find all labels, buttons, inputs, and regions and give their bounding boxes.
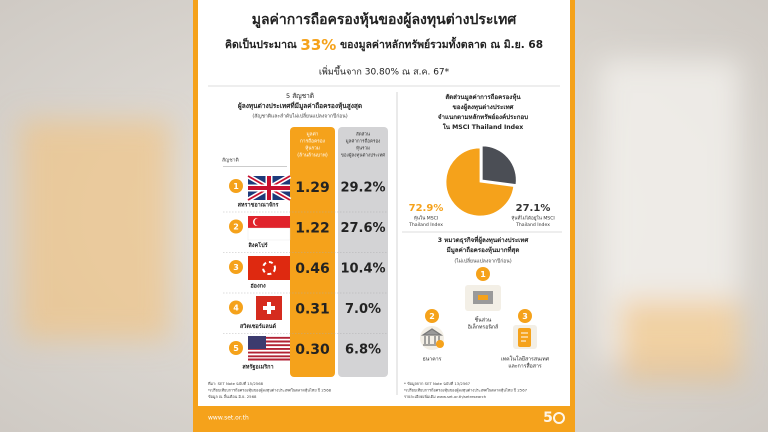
column-header: หุ้นรวม bbox=[305, 145, 320, 152]
sector-name: อิเล็กทรอนิกส์ bbox=[468, 323, 499, 331]
rank-badge bbox=[518, 309, 532, 323]
msci-title: ใน MSCI Thailand Index bbox=[443, 123, 524, 131]
footnote: ที่มา: SET Note ฉบับที่ 15/2568 bbox=[208, 381, 264, 386]
background-blobs bbox=[20, 60, 740, 380]
column-header: หุ้นรวม bbox=[356, 146, 370, 152]
pie-category: Thailand Index bbox=[515, 222, 550, 228]
pie-value-label: 27.1% bbox=[516, 203, 551, 214]
rank: 3 bbox=[522, 312, 528, 321]
pie-category: หุ้นใน MSCI bbox=[414, 216, 438, 222]
sector-icons bbox=[420, 285, 537, 350]
holding-share: 27.6% bbox=[340, 221, 385, 236]
flag-hk bbox=[248, 256, 290, 280]
sector-name: และการสื่อสาร bbox=[508, 363, 542, 370]
footnote: *เปรียบเทียบการถือครองหุ้นของผู้ลงทุนต่า… bbox=[208, 388, 332, 394]
column-header: การถือครอง bbox=[300, 138, 325, 145]
nationality: สิงคโปร์ bbox=[248, 241, 268, 249]
section-title: 5 สัญชาติ bbox=[286, 92, 314, 100]
subtitle-highlight: 33% bbox=[300, 36, 336, 54]
column-header: มูลค่า bbox=[306, 132, 318, 138]
subtitle: คิดเป็นประมาณ 33% ของมูลค่าหลักทรัพย์รวม… bbox=[225, 36, 543, 54]
rank-badge bbox=[229, 219, 243, 234]
nationality: สหราชอาณาจักร bbox=[238, 202, 279, 209]
column-header: สัดส่วน bbox=[356, 132, 370, 138]
rank: 1 bbox=[233, 182, 239, 191]
holding-value: 1.29 bbox=[295, 180, 330, 196]
rank: 1 bbox=[480, 270, 486, 279]
footnote: * ข้อมูลจาก SET Note ฉบับที่ 13/2567 bbox=[404, 381, 471, 386]
sector-name: ธนาคาร bbox=[423, 357, 442, 363]
holding-value: 1.22 bbox=[295, 221, 330, 237]
subtitle-part: คิดเป็นประมาณ bbox=[225, 37, 300, 51]
column-header: ของผู้ลงทุนต่างประเทศ bbox=[341, 153, 385, 159]
flag-ch bbox=[256, 296, 282, 320]
svg-text:5: 5 bbox=[543, 410, 553, 426]
flags bbox=[246, 173, 292, 361]
rank: 2 bbox=[233, 223, 239, 232]
rank: 5 bbox=[233, 344, 239, 353]
sector-name: ชิ้นส่วน bbox=[475, 316, 492, 324]
sector-name: เทคโนโลยีสารสนเทศ bbox=[501, 356, 550, 363]
pie-value-label: 72.9% bbox=[409, 203, 444, 214]
rank-badge bbox=[229, 179, 243, 193]
footnote: รายละเอียดเพิ่มเติม www.set.or.th/setres… bbox=[404, 394, 487, 399]
nationality: ฮ่องกง bbox=[250, 283, 266, 290]
change-note: เพิ่มขึ้นจาก 30.80% ณ ส.ค. 67* bbox=[319, 65, 450, 78]
rank-badge bbox=[229, 341, 243, 355]
footnote: *เปรียบเทียบการถือครองหุ้นของผู้ลงทุนต่า… bbox=[404, 388, 528, 394]
rank-badge bbox=[425, 309, 439, 323]
footnote: ข้อมูล ณ สิ้นเดือน มิ.ย. 2568 bbox=[208, 393, 257, 399]
holding-value: 0.31 bbox=[295, 302, 330, 318]
sectors-title: มีมูลค่าถือครองหุ้นมากที่สุด bbox=[447, 245, 520, 255]
msci-title: จำแนกตามหลักทรัพย์องค์ประกอบ bbox=[438, 113, 528, 121]
rank-badge bbox=[229, 300, 243, 315]
pie-category: หุ้นที่ไม่ได้อยู่ใน MSCI bbox=[511, 215, 555, 222]
nationality: สวิตเซอร์แลนด์ bbox=[240, 323, 277, 330]
pie-category: Thailand Index bbox=[408, 222, 443, 228]
sectors-title: 3 หมวดธุรกิจที่ผู้ลงทุนต่างประเทศ bbox=[438, 235, 530, 245]
holding-share: 7.0% bbox=[345, 302, 381, 317]
rank: 4 bbox=[233, 304, 239, 313]
holding-share: 6.8% bbox=[345, 343, 381, 358]
title: มูลค่าการถือครองหุ้นของผู้ลงทุนต่างประเท… bbox=[252, 12, 518, 28]
section-note: (สัญชาติและลำดับไม่เปลี่ยนแปลงจากปีก่อน) bbox=[252, 113, 347, 120]
rank-badge bbox=[229, 260, 243, 274]
flag-us bbox=[248, 336, 290, 361]
share-column bbox=[338, 127, 388, 377]
rank-badge bbox=[476, 267, 490, 281]
section-subtitle: ผู้ลงทุนต่างประเทศที่มีมูลค่าถือครองหุ้น… bbox=[238, 100, 362, 111]
footer-bar bbox=[193, 406, 575, 432]
holding-value: 0.30 bbox=[295, 342, 330, 358]
msci-title: สัดส่วนมูลค่าการถือครองหุ้น bbox=[445, 93, 521, 102]
header-rule bbox=[223, 166, 287, 167]
subtitle-part: ของมูลค่าหลักทรัพย์รวมทั้งตลาด ณ มิ.ย. 6… bbox=[336, 36, 543, 52]
footer-url: www.set.or.th bbox=[208, 415, 249, 422]
nationality: สหรัฐอเมริกา bbox=[242, 364, 273, 371]
column-header: มูลค่าการถือครอง bbox=[346, 138, 381, 145]
pie-slice bbox=[445, 147, 515, 217]
msci-title: ของผู้ลงทุนต่างประเทศ bbox=[453, 103, 515, 112]
value-column bbox=[290, 127, 335, 377]
column-header: (ล้านล้านบาท) bbox=[297, 152, 328, 159]
rank: 2 bbox=[429, 312, 435, 321]
rank: 3 bbox=[233, 263, 239, 272]
column-header: สัญชาติ bbox=[222, 157, 239, 164]
holding-share: 29.2% bbox=[340, 181, 385, 196]
holding-share: 10.4% bbox=[340, 262, 385, 277]
flag-sg bbox=[247, 216, 291, 241]
sectors-note: (ไม่เปลี่ยนแปลงจากปีก่อน) bbox=[454, 258, 511, 265]
holding-value: 0.46 bbox=[295, 261, 330, 277]
pie-slice bbox=[481, 145, 517, 185]
set-logo: 5 bbox=[543, 410, 565, 426]
flag-uk bbox=[246, 173, 292, 203]
